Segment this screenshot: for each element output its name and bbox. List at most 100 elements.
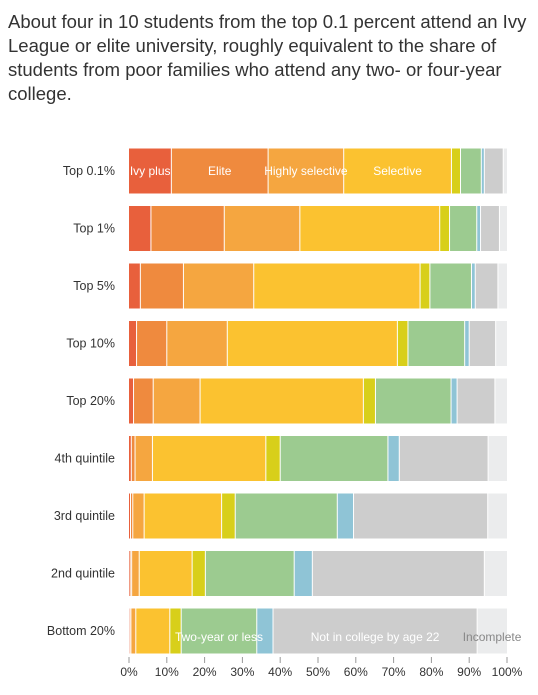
inline-series-label: Incomplete <box>463 630 522 644</box>
bar-segment <box>152 436 266 481</box>
bar-segment <box>129 551 131 596</box>
bar-segment <box>420 263 430 309</box>
bar-segment <box>429 263 472 309</box>
bar-segment <box>129 206 151 251</box>
category-label: Top 1% <box>73 222 115 236</box>
bar-segment <box>224 206 300 251</box>
bar-segment <box>221 493 236 539</box>
bar-segment <box>265 436 281 481</box>
bar-segment <box>130 493 133 539</box>
bar-segment <box>353 493 488 539</box>
bar-segment <box>129 436 132 481</box>
bar-segment <box>497 263 507 309</box>
bar-segment <box>132 493 145 539</box>
bar-segment <box>273 608 478 654</box>
category-label: Top 10% <box>66 337 115 351</box>
bar-segment <box>343 148 452 194</box>
bar-segment <box>469 321 496 366</box>
bar-segment <box>439 206 450 251</box>
bar-segment <box>449 206 477 251</box>
x-tick-label: 100% <box>492 665 523 679</box>
bar-segment <box>129 608 131 654</box>
bar-segment <box>471 263 476 309</box>
bar-segment <box>477 608 507 654</box>
bar-segment <box>312 551 485 596</box>
bar-segment <box>140 263 184 309</box>
bar-segment <box>150 206 225 251</box>
bar-segment <box>129 148 172 194</box>
category-label: Bottom 20% <box>47 624 115 638</box>
bar-segment <box>460 148 482 194</box>
inline-series-label: Elite <box>208 164 232 178</box>
bar-segment <box>457 378 495 424</box>
bar-segment <box>487 493 507 539</box>
x-tick-label: 20% <box>193 665 217 679</box>
bar-segment <box>129 263 141 309</box>
bar-segment <box>200 378 364 424</box>
inline-series-label: Highly selective <box>264 164 348 178</box>
bar-segment <box>399 436 489 481</box>
bar-segment <box>503 148 507 194</box>
category-label: Top 20% <box>66 394 115 408</box>
category-label: Top 5% <box>73 279 115 293</box>
bar-segment <box>495 321 507 366</box>
bar-segment <box>235 493 338 539</box>
bar-segment <box>139 551 193 596</box>
bar-segment <box>280 436 388 481</box>
inline-series-label: Not in college by age 22 <box>311 630 440 644</box>
bar-segment <box>451 378 458 424</box>
bar-segment <box>256 608 274 654</box>
bar-segment <box>171 148 269 194</box>
bar-segment <box>169 608 182 654</box>
bar-segment <box>387 436 400 481</box>
bar-segment <box>192 551 206 596</box>
bar-segment <box>363 378 376 424</box>
x-tick-label: 10% <box>155 665 179 679</box>
bar-segment <box>480 206 500 251</box>
bar-segment <box>205 551 295 596</box>
bar-segment <box>294 551 313 596</box>
bar-segment <box>337 493 354 539</box>
x-tick-label: 0% <box>120 665 138 679</box>
category-label: 4th quintile <box>55 452 116 466</box>
bar-segment <box>183 263 254 309</box>
bar-segment <box>268 148 344 194</box>
bar-segment <box>131 436 136 481</box>
x-tick-label: 60% <box>344 665 368 679</box>
bar-segment <box>397 321 408 366</box>
bar-segment <box>451 148 461 194</box>
bar-segment <box>484 148 504 194</box>
x-tick-label: 90% <box>457 665 481 679</box>
bar-segment <box>133 378 154 424</box>
x-tick-label: 40% <box>268 665 292 679</box>
bar-segment <box>135 436 153 481</box>
category-label: 3rd quintile <box>54 509 115 523</box>
bar-segment <box>135 608 170 654</box>
bar-segment <box>131 551 140 596</box>
category-label: 2nd quintile <box>51 567 115 581</box>
bar-segment <box>130 608 136 654</box>
x-tick-label: 80% <box>419 665 443 679</box>
bar-segment <box>488 436 507 481</box>
bar-segment <box>475 263 498 309</box>
bar-segment <box>144 493 222 539</box>
inline-series-label: Selective <box>373 164 422 178</box>
bar-segment <box>299 206 440 251</box>
bar-segment <box>153 378 201 424</box>
bar-segment <box>407 321 465 366</box>
bar-segment <box>375 378 452 424</box>
bar-segment <box>481 148 485 194</box>
bar-segment <box>227 321 398 366</box>
bar-segment <box>181 608 257 654</box>
bar-segment <box>129 493 131 539</box>
inline-series-label: Two-year or less <box>175 630 263 644</box>
bar-segment <box>464 321 470 366</box>
bar-segment <box>129 321 137 366</box>
chart-title: About four in 10 students from the top 0… <box>8 11 527 104</box>
bar-segment <box>494 378 507 424</box>
bar-segment <box>136 321 167 366</box>
x-tick-label: 50% <box>306 665 330 679</box>
bar-segment <box>476 206 481 251</box>
x-tick-label: 70% <box>382 665 406 679</box>
